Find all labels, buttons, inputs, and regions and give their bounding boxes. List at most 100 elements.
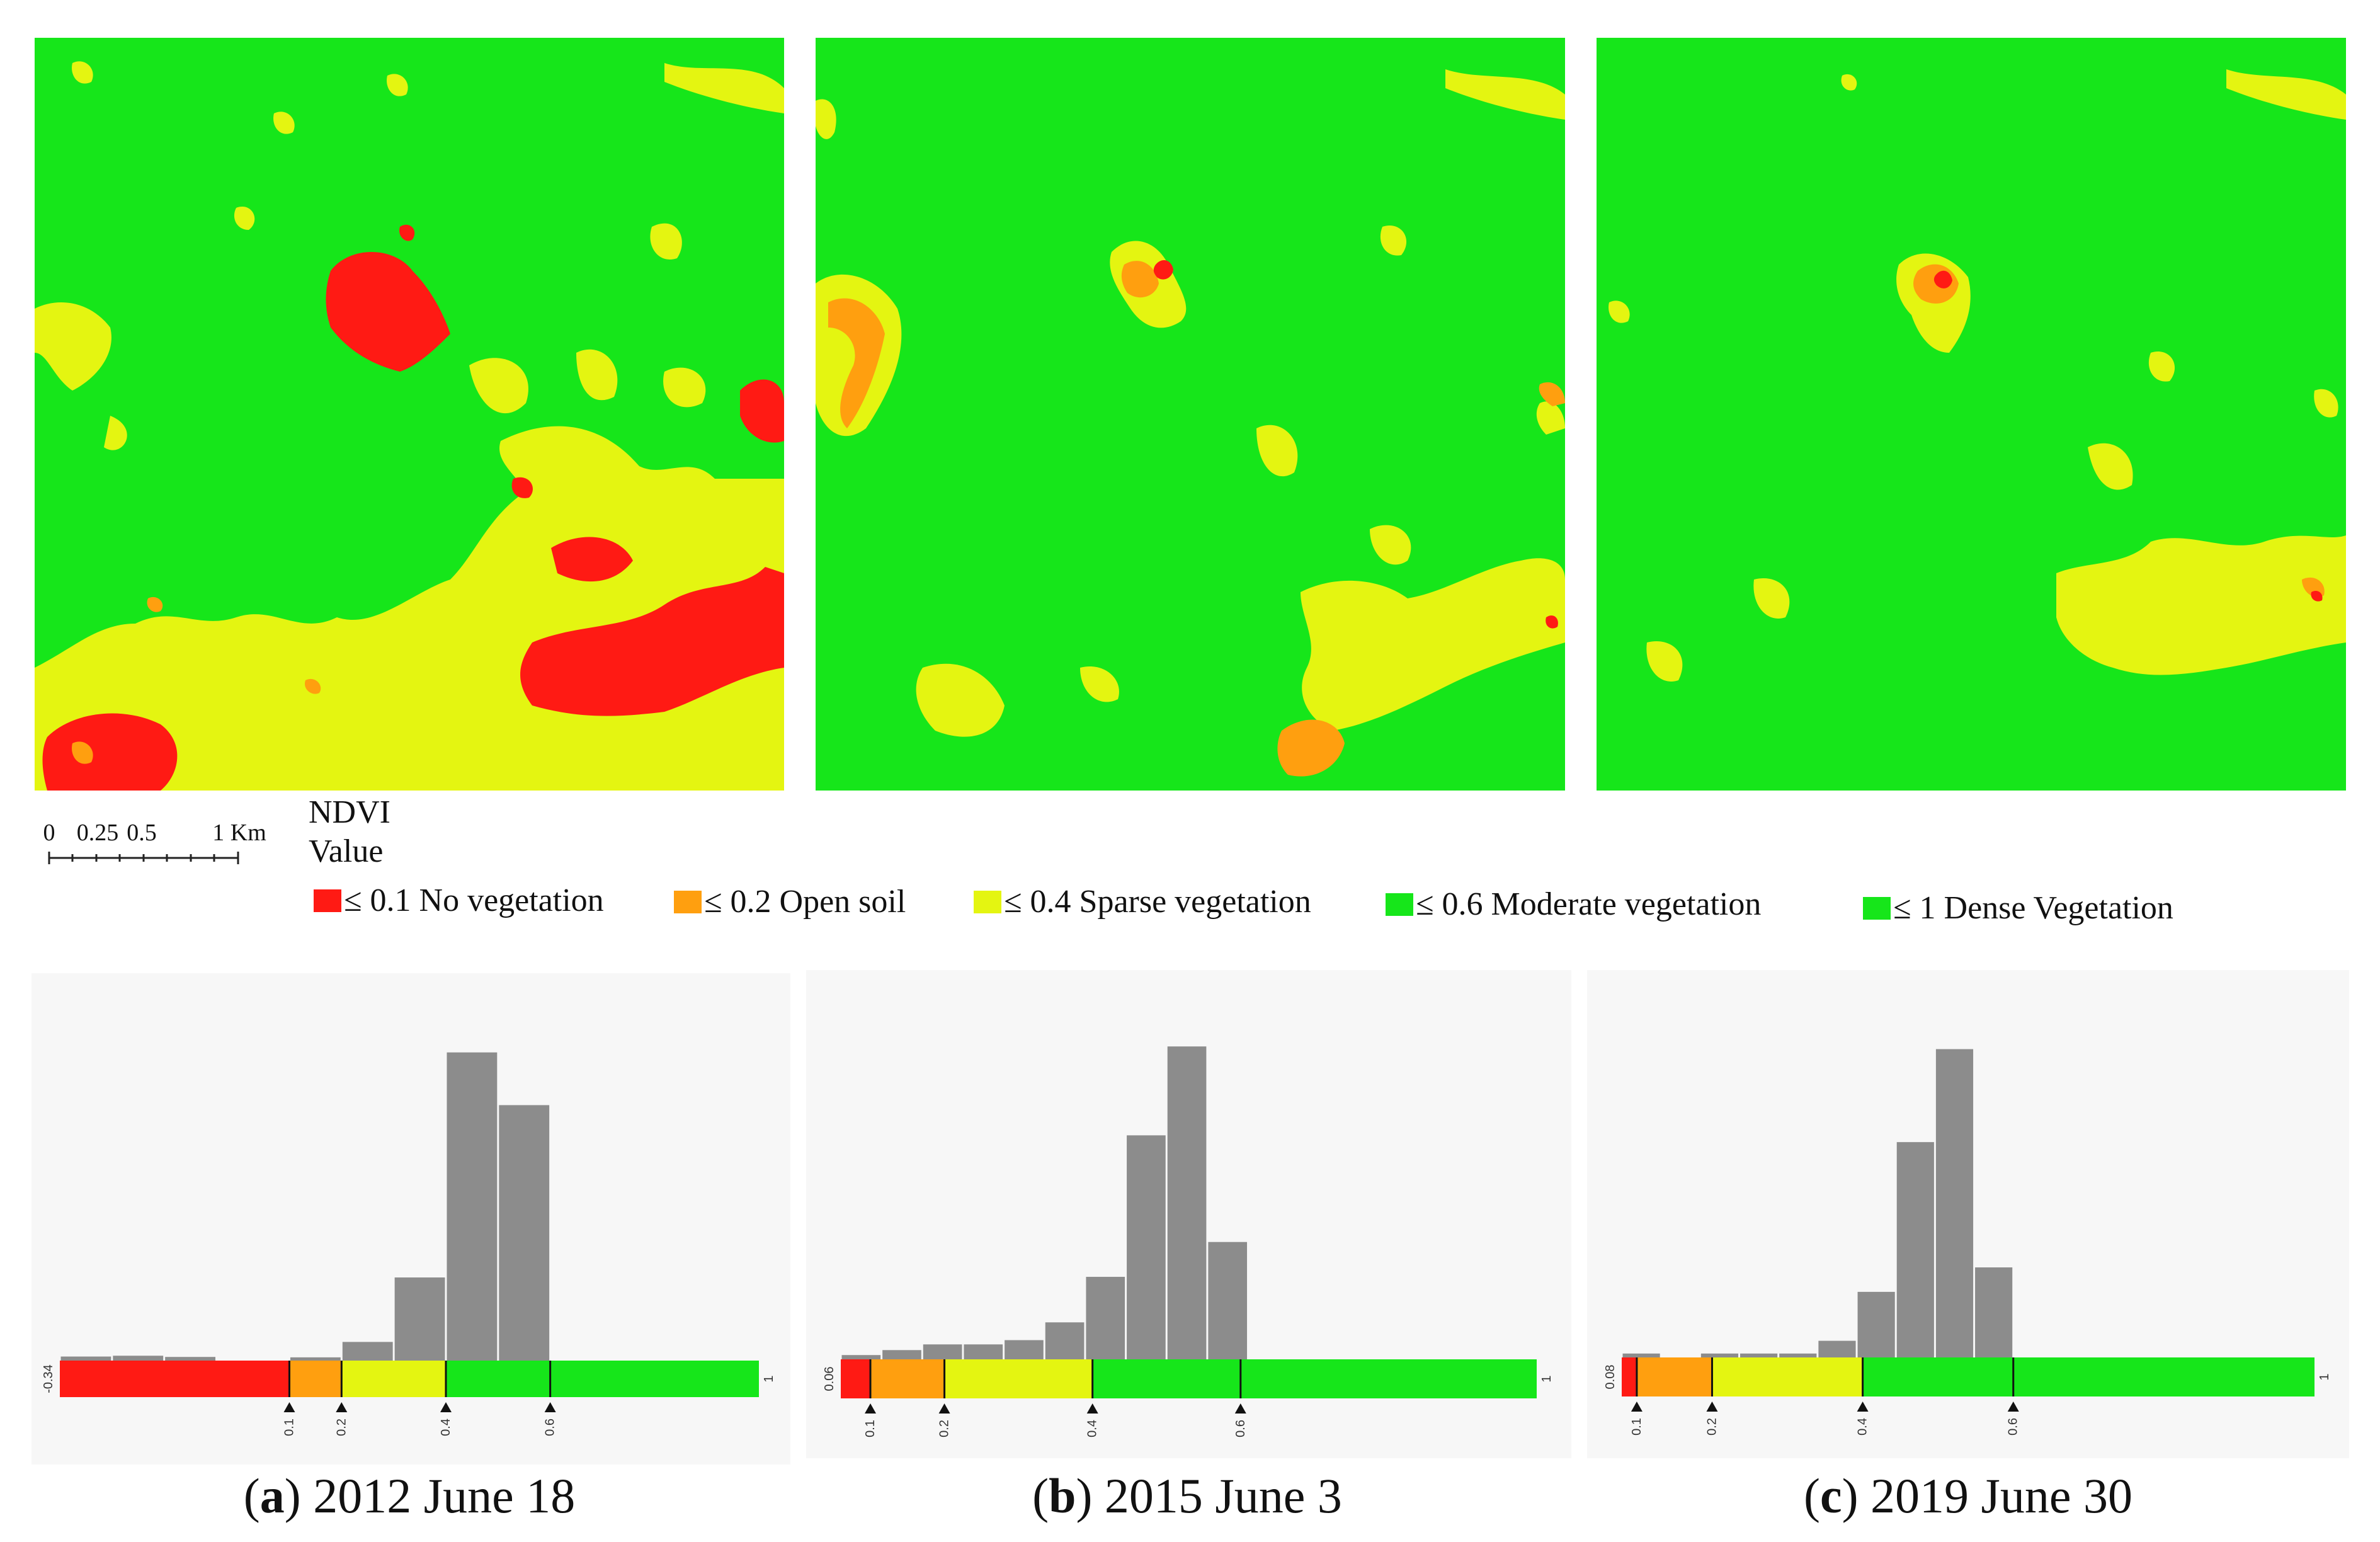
legend-label-sparse-vegetation: ≤ 0.4 Sparse vegetation: [1004, 884, 1311, 920]
break-label: 0.6: [1234, 1420, 1248, 1437]
histogram-bar: [1740, 1353, 1778, 1357]
legend-swatch-moderate-vegetation: [1386, 893, 1413, 916]
histogram-bar: [1127, 1135, 1166, 1359]
ramp-dense-vegetation: [550, 1361, 759, 1397]
histogram-bar: [882, 1350, 921, 1359]
ramp-moderate-vegetation: [1092, 1359, 1241, 1398]
histogram-bar: [1086, 1277, 1125, 1359]
break-label: 0.1: [863, 1420, 877, 1437]
scale-bar-line: [48, 852, 239, 864]
scale-label-0: 0: [43, 820, 55, 846]
histogram-2012: 0.1 0.2 0.4 0.6 -0.34 1: [42, 1052, 776, 1436]
legend-subtitle: Value: [309, 833, 384, 869]
histogram-bar: [1818, 1340, 1856, 1357]
scale-bar: 0 0.25 0.5 1 Km: [38, 819, 266, 876]
ramp-sparse-vegetation: [944, 1359, 1093, 1398]
break-label: 0.1: [282, 1419, 296, 1436]
caption-c: (c) 2019 June 30: [1803, 1468, 2133, 1523]
histogram-bar: [964, 1344, 1003, 1359]
histogram-panel-2019: 0.1 0.2 0.4 0.6 0.08 1: [1587, 970, 2349, 1458]
ndvi-map-2019: [1597, 38, 2346, 791]
legend-item-open-soil: ≤ 0.2 Open soil: [674, 883, 906, 920]
histogram-bar: [1896, 1142, 1934, 1357]
ndvi-map-2015: [816, 38, 1565, 791]
histogram-2019: 0.1 0.2 0.4 0.6 0.08 1: [1603, 1049, 2332, 1436]
break-marker: [283, 1402, 295, 1412]
ramp-open-soil: [289, 1361, 342, 1397]
range-max-label: 1: [1540, 1375, 1554, 1382]
ramp-moderate-vegetation: [1862, 1357, 2013, 1396]
break-label: 0.2: [1705, 1418, 1719, 1436]
break-label: 0.2: [938, 1420, 952, 1437]
break-label: 0.1: [1630, 1418, 1644, 1436]
histogram-bar: [447, 1052, 498, 1361]
legend-label-moderate-vegetation: ≤ 0.6 Moderate vegetation: [1416, 886, 1762, 922]
break-label: 0.6: [2007, 1418, 2020, 1436]
break-marker: [1857, 1402, 1869, 1412]
ramp-dense-vegetation: [2013, 1357, 2315, 1396]
legend-label-dense-vegetation: ≤ 1 Dense Vegetation: [1893, 890, 2173, 926]
break-marker: [440, 1402, 452, 1412]
legend-label-open-soil: ≤ 0.2 Open soil: [704, 884, 906, 920]
histogram-bar: [1935, 1049, 1974, 1357]
scale-label-1km: 1 Km: [212, 820, 266, 846]
histogram-bar: [1005, 1340, 1044, 1359]
legend-item-sparse-vegetation: ≤ 0.4 Sparse vegetation: [974, 883, 1311, 920]
range-max-label: 1: [762, 1375, 776, 1382]
ramp-dense-vegetation: [1240, 1359, 1537, 1398]
open-soil-areas: [828, 261, 1565, 777]
histogram-bar: [1208, 1242, 1248, 1359]
break-label: 0.2: [334, 1419, 348, 1436]
map-2015-svg: [816, 38, 1565, 791]
legend: ≤ 0.1 No vegetation ≤ 0.2 Open soil ≤ 0.…: [314, 882, 2380, 939]
histogram-bar: [1975, 1267, 2013, 1357]
legend-item-no-vegetation: ≤ 0.1 No vegetation: [314, 882, 604, 919]
break-marker: [544, 1402, 556, 1412]
break-marker: [865, 1403, 877, 1414]
map-bg: [1597, 38, 2346, 791]
ramp-moderate-vegetation: [445, 1361, 550, 1397]
caption-b-letter: b: [1049, 1468, 1076, 1523]
histogram-bar: [1857, 1291, 1895, 1357]
map-2019-svg: [1597, 38, 2346, 791]
caption-a-letter: a: [259, 1468, 285, 1523]
scale-label-025: 0.25: [76, 820, 119, 846]
histogram-bar: [394, 1277, 445, 1361]
break-label: 0.4: [439, 1419, 453, 1436]
no-vegetation-areas: [1153, 260, 1558, 629]
ramp-open-soil: [870, 1359, 945, 1398]
no-vegetation-areas: [42, 224, 784, 791]
ramp-sparse-vegetation: [341, 1361, 446, 1397]
range-max-label: 1: [2318, 1373, 2332, 1380]
range-min-label: 0.06: [823, 1367, 836, 1391]
map-2012-svg: [35, 38, 784, 791]
legend-title: NDVI: [309, 794, 390, 830]
ramp-sparse-vegetation: [1712, 1357, 1863, 1396]
caption-a-text: ) 2012 June 18: [284, 1468, 576, 1523]
histogram-bar: [113, 1356, 164, 1361]
legend-swatch-no-vegetation: [314, 889, 341, 912]
caption-a: (a) 2012 June 18: [243, 1468, 576, 1523]
break-marker: [938, 1403, 950, 1414]
histogram-bar: [1045, 1322, 1085, 1359]
histogram-2015: 0.1 0.2 0.4 0.6 0.06 1: [823, 1046, 1554, 1437]
sparse-vegetation-areas: [1608, 69, 2346, 682]
break-label: 0.4: [1086, 1420, 1100, 1437]
caption-b: (b) 2015 June 3: [1032, 1468, 1342, 1523]
legend-swatch-sparse-vegetation: [974, 890, 1001, 913]
histogram-bar: [342, 1342, 393, 1361]
ndvi-map-2012: [35, 38, 784, 791]
open-soil-areas: [72, 597, 321, 764]
legend-label-no-vegetation: ≤ 0.1 No vegetation: [344, 882, 604, 918]
legend-swatch-dense-vegetation: [1863, 896, 1891, 920]
break-label: 0.6: [544, 1419, 557, 1436]
range-min-label: 0.08: [1603, 1365, 1617, 1390]
break-marker: [2007, 1402, 2019, 1412]
ramp-no-vegetation: [60, 1361, 290, 1397]
histogram-panel-2015: 0.1 0.2 0.4 0.6 0.06 1: [806, 970, 1571, 1458]
histogram-bar: [1167, 1046, 1207, 1359]
histogram-bar: [499, 1105, 550, 1361]
histogram-bar: [1622, 1353, 1660, 1357]
break-marker: [1631, 1402, 1643, 1412]
histogram-bar: [1700, 1353, 1739, 1357]
